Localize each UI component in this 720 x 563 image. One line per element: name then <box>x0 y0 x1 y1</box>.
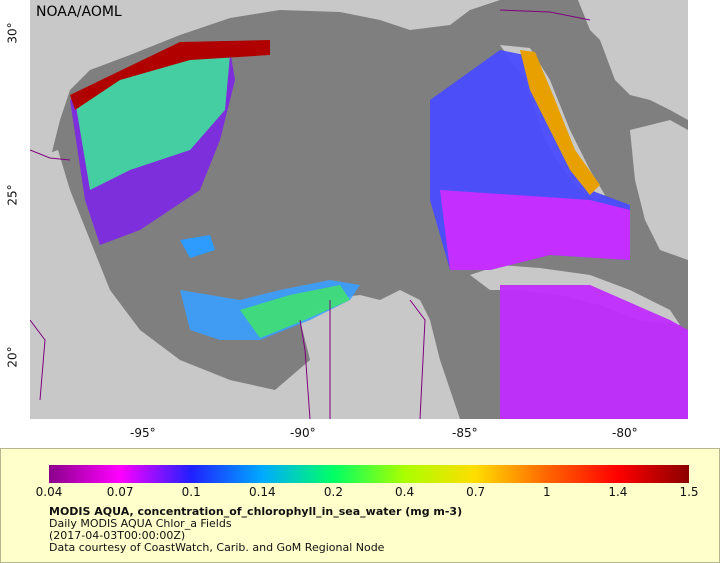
swath-eastern-magenta <box>440 190 630 270</box>
colorbar-tick-label: 0.1 <box>181 485 201 499</box>
map-canvas <box>30 0 688 419</box>
swath-caribbean <box>500 285 688 419</box>
colorbar <box>49 465 689 483</box>
lon-label-85: -85° <box>452 426 478 440</box>
lon-label-90: -90° <box>290 426 316 440</box>
lat-label-20: 20° <box>5 346 20 368</box>
swath-small-patch <box>180 235 215 258</box>
land-us <box>30 0 688 170</box>
land-bahamas <box>630 120 688 260</box>
map-panel[interactable]: NOAA/AOML <box>30 0 688 419</box>
colorbar-tick-label: 1.5 <box>679 485 699 499</box>
lon-label-95: -95° <box>130 426 156 440</box>
legend-time: (2017-04-03T00:00:00Z) <box>49 529 186 542</box>
swath-yucatan-green <box>240 285 350 338</box>
lon-label-80: -80° <box>612 426 638 440</box>
borders <box>30 9 591 419</box>
swath-florida-coast <box>520 50 600 195</box>
colorbar-tick-label: 0.7 <box>466 485 486 499</box>
legend-subtitle: Daily MODIS AQUA Chlor_a Fields <box>49 517 232 530</box>
colorbar-fill <box>49 465 689 483</box>
legend-courtesy: Data courtesy of CoastWatch, Carib. and … <box>49 541 385 554</box>
colorbar-tick-label: 0.07 <box>106 485 134 499</box>
colorbar-tick-label: 0.4 <box>395 485 415 499</box>
credit-label: NOAA/AOML <box>36 4 122 20</box>
colorbar-tick-label: 1.4 <box>608 485 628 499</box>
legend-title: MODIS AQUA, concentration_of_chlorophyll… <box>49 505 463 518</box>
colorbar-tick-label: 0.04 <box>35 485 63 499</box>
lat-label-30: 30° <box>5 22 20 44</box>
colorbar-tick-label: 1 <box>542 485 551 499</box>
colorbar-tick-label: 0.2 <box>323 485 343 499</box>
swath-western-coast-red <box>70 40 270 110</box>
colorbar-tick-label: 0.14 <box>248 485 276 499</box>
lat-label-25: 25° <box>5 184 20 206</box>
land-mexico <box>30 150 460 419</box>
legend-panel: 0.04 0.07 0.1 0.14 0.2 0.4 0.7 1 1.4 1.5 MODIS AQ… <box>0 448 720 563</box>
swath-western-gulf-green <box>75 50 230 190</box>
